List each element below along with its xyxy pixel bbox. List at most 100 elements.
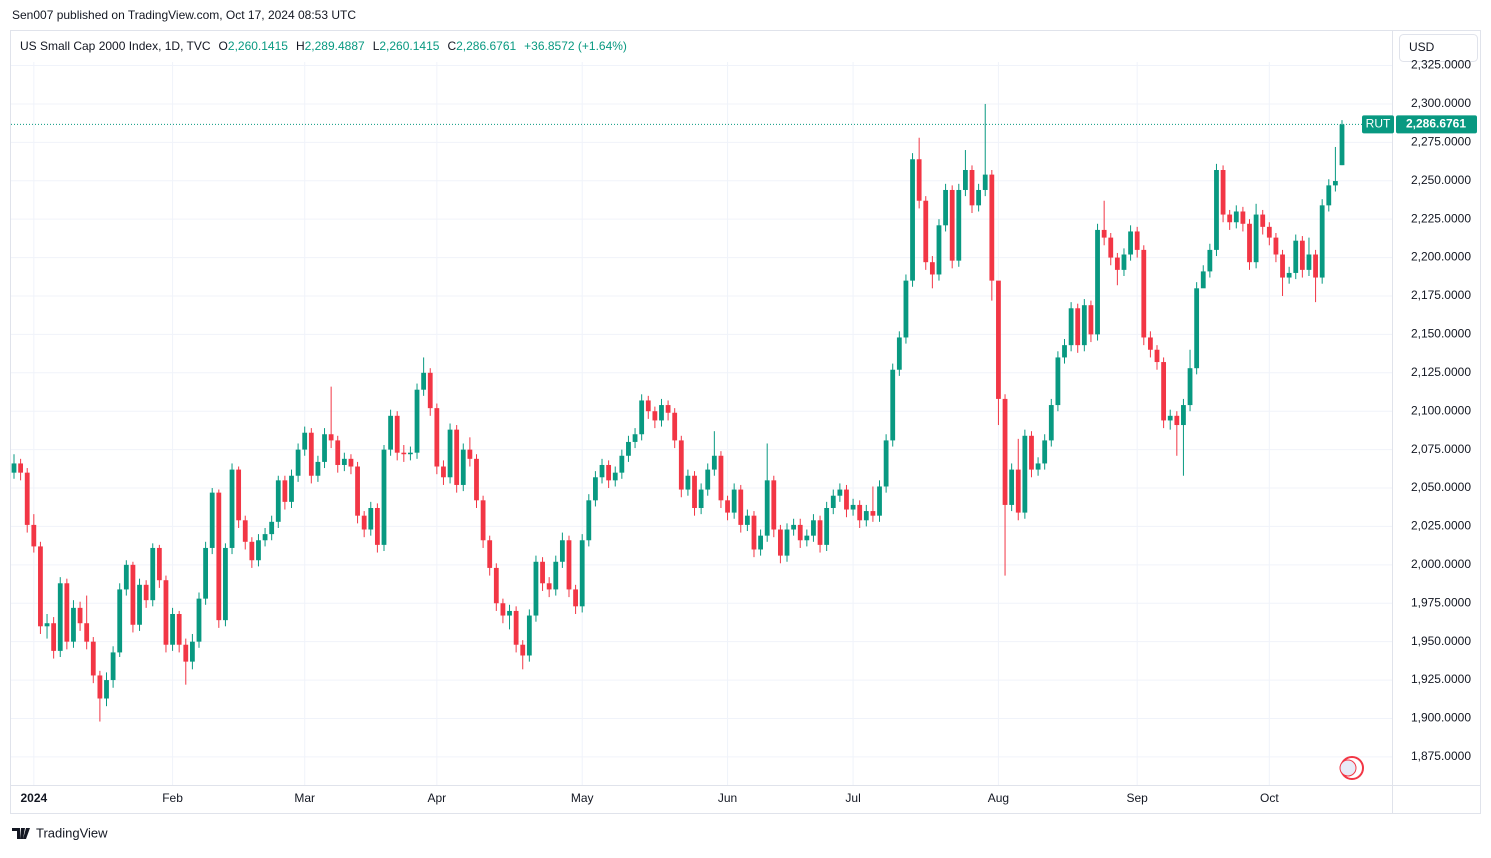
candle-body (150, 547, 156, 601)
candle-body (744, 515, 750, 525)
candle-body (1240, 211, 1246, 224)
candle-body (758, 535, 763, 550)
candle-body (883, 440, 889, 487)
candle-body (771, 480, 777, 530)
candle-body (421, 372, 427, 390)
candle-body (1247, 223, 1252, 263)
candle-body (1293, 240, 1299, 273)
legend-ohlc-value: 2,286.6761 (456, 39, 516, 53)
candle-body (1174, 415, 1180, 426)
candle-body (31, 524, 37, 547)
candle-body (1299, 240, 1305, 270)
candle-body (1075, 308, 1081, 346)
currency[interactable]: USD (1409, 40, 1435, 54)
y-tick-label: 2,300.0000 (1411, 96, 1471, 110)
candle-body (626, 441, 631, 456)
y-tick-label: 2,250.0000 (1411, 173, 1471, 187)
candle-body (612, 472, 618, 481)
candle-body (850, 504, 856, 510)
candle-body (870, 511, 876, 516)
candle-body (982, 174, 988, 190)
candle-body (936, 225, 942, 275)
candle-body (262, 534, 268, 541)
candle-body (1121, 254, 1127, 270)
y-tick-label: 1,925.0000 (1411, 672, 1471, 686)
y-tick-label: 2,100.0000 (1411, 403, 1471, 417)
candle-body (778, 529, 783, 556)
candle-body (348, 458, 354, 467)
candle-body (434, 408, 440, 467)
candle-body (513, 610, 519, 645)
candle-body (256, 540, 261, 561)
candle-body (1332, 181, 1338, 186)
candle-body (804, 535, 810, 541)
candle-body (559, 540, 565, 562)
candle-body (692, 475, 697, 508)
candle-body (223, 547, 228, 621)
candle-body (877, 486, 882, 516)
candle-body (619, 455, 625, 473)
candle-body (1062, 345, 1067, 358)
candle-body (857, 504, 863, 521)
candle-body (24, 472, 30, 525)
candle-body (1319, 205, 1325, 278)
x-tick-label: 2024 (20, 791, 47, 805)
candle-body (18, 463, 24, 473)
y-tick-label: 2,175.0000 (1411, 288, 1471, 302)
candle-body (242, 520, 248, 542)
candle-body (1128, 231, 1133, 255)
legend-ohlc-label: O (219, 39, 228, 53)
candle-body (725, 500, 730, 513)
candle-body (355, 466, 360, 516)
currency-button[interactable] (1399, 34, 1478, 62)
candle-body (467, 449, 473, 459)
candle-body (1002, 398, 1008, 505)
candle-body (189, 641, 195, 662)
candle-body (1339, 124, 1345, 166)
legend-ohlc-value: 2,260.1415 (228, 39, 288, 53)
candle-body (903, 280, 909, 338)
candle-body (1147, 337, 1153, 350)
candle-body (949, 189, 955, 261)
candle-body (1306, 254, 1312, 270)
y-tick-label: 1,975.0000 (1411, 595, 1471, 609)
candles (11, 103, 1345, 722)
candle-body (289, 475, 294, 502)
candle-body (1266, 226, 1272, 238)
y-tick-label: 1,875.0000 (1411, 749, 1471, 763)
candle-body (1273, 237, 1279, 255)
candle-body (1095, 229, 1100, 335)
y-tick-label: 1,900.0000 (1411, 711, 1471, 725)
logo-icon (12, 828, 30, 839)
candle-body (1015, 469, 1021, 513)
candle-body (751, 515, 757, 550)
candle-body (1233, 211, 1239, 223)
candle-body (1227, 214, 1233, 223)
candle-body (196, 598, 202, 642)
candle-body (123, 564, 129, 590)
price-tag-bg (1396, 115, 1477, 134)
candle-body (566, 540, 572, 590)
candle-body (659, 405, 664, 421)
candle-body (784, 529, 790, 556)
x-tick-label: Oct (1260, 791, 1279, 805)
legend-ohlc-value: 2,289.4887 (305, 39, 365, 53)
candle-body (236, 469, 242, 521)
candle-body (381, 449, 387, 545)
candle-body (520, 644, 526, 656)
candle-body (480, 500, 486, 541)
candle-body (308, 432, 314, 476)
candle-body (844, 489, 849, 510)
flag-icon (1339, 756, 1364, 780)
candle-body (104, 680, 109, 699)
candle-body (1280, 254, 1285, 278)
candle-body (1134, 231, 1140, 250)
legend-ohlc-label: H (296, 39, 305, 53)
candle-body (229, 469, 235, 548)
candle-body (163, 580, 169, 645)
candle-body (811, 520, 816, 536)
candle-body (976, 189, 982, 206)
